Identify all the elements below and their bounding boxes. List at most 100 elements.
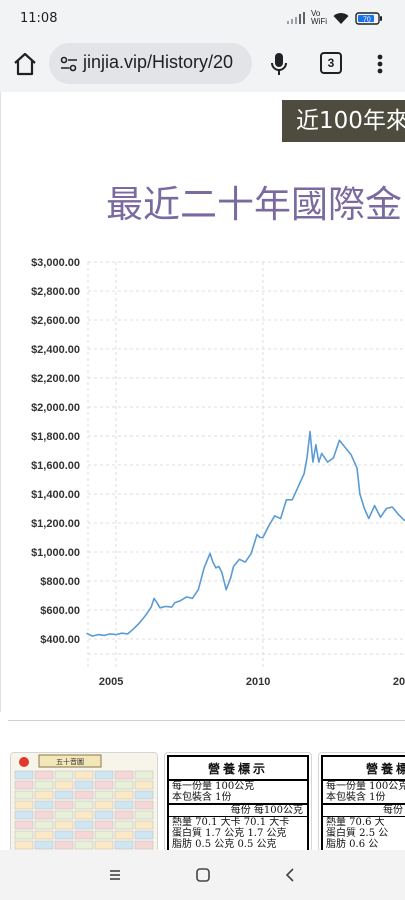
calendar-cell: [94, 790, 114, 800]
page-banner: 近100年來: [282, 100, 405, 142]
thumbnail-nutrition-2[interactable]: 營養標示 每一份量 100公克 本包裝含 1份 每份 熱量 70.6 大 蛋白質…: [318, 752, 405, 850]
calendar-cell: [14, 820, 34, 830]
calendar-cell: [74, 840, 94, 850]
calendar-cell: [114, 780, 134, 790]
calendar-cell: [74, 810, 94, 820]
calendar-cell: [14, 780, 34, 790]
signal-icon: [287, 12, 305, 24]
more-vert-icon[interactable]: [372, 50, 388, 78]
section-divider: [8, 720, 405, 721]
thumbnail-calendar[interactable]: 五十音圖: [10, 752, 158, 850]
calendar-cell: [34, 780, 54, 790]
calendar-cell: [34, 820, 54, 830]
calendar-cell: [54, 780, 74, 790]
calendar-cell: [74, 780, 94, 790]
battery-level: 70: [363, 16, 371, 23]
calendar-cell: [74, 820, 94, 830]
web-content[interactable]: 近100年來 最近二十年國際金 $3,000.00 $2,800.00 $2,600…: [0, 92, 405, 850]
calendar-cell: [94, 830, 114, 840]
calendar-cell: [134, 800, 154, 810]
x-tick-label: 2015: [393, 676, 405, 688]
battery-icon: 70: [355, 11, 382, 25]
nutrition-line: 本包裝含 1份: [323, 792, 405, 805]
nutrition-line: 熱量 70.6 大: [326, 817, 385, 828]
y-tick-label: $400.00: [40, 634, 80, 646]
y-tick-label: $800.00: [40, 576, 80, 588]
url-text[interactable]: jinjia.vip/History/20: [83, 52, 234, 72]
tab-switcher-button[interactable]: 3: [320, 52, 342, 74]
y-tick-label: $1,600.00: [31, 460, 80, 472]
back-icon[interactable]: [280, 864, 302, 886]
nutrition-label-box: 營養標示 每一份量 100公克 本包裝含 1份 每份 熱量 70.6 大 蛋白質…: [321, 755, 405, 850]
nutrition-label-box: 營養標示 每一份量 100公克 本包裝含 1份 每份 每100公克 熱量 70.…: [167, 755, 309, 850]
calendar-cell: [74, 800, 94, 810]
calendar-cell: [34, 810, 54, 820]
left-border: [0, 92, 1, 712]
wifi-icon: [333, 12, 349, 24]
price-series-line: [86, 430, 405, 637]
calendar-cell: [94, 780, 114, 790]
calendar-cell: [14, 770, 34, 780]
calendar-cell: [114, 800, 134, 810]
calendar-cell: [74, 790, 94, 800]
nutrition-line: 每一份量 100公克: [172, 781, 255, 792]
calendar-cell: [54, 840, 74, 850]
calendar-cell: [14, 800, 34, 810]
y-tick-label: $2,000.00: [31, 402, 80, 414]
nutrition-line: 每份: [323, 805, 405, 817]
nutrition-line: 熱量 70.1 大卡 70.1 大卡: [172, 817, 290, 828]
calendar-cell: [54, 800, 74, 810]
thumbnail-nutrition-1[interactable]: 營養標示 每一份量 100公克 本包裝含 1份 每份 每100公克 熱量 70.…: [164, 752, 312, 850]
x-tick-label: 2005: [99, 676, 123, 688]
calendar-chart-image: 五十音圖: [11, 753, 157, 850]
y-tick-label: $600.00: [40, 605, 80, 617]
calendar-cell: [54, 790, 74, 800]
calendar-cell: [114, 770, 134, 780]
url-bar[interactable]: jinjia.vip/History/20: [49, 43, 252, 84]
calendar-cell: [94, 800, 114, 810]
mic-icon[interactable]: [267, 50, 291, 78]
nutrition-title: 營養標示: [323, 757, 405, 781]
y-tick-label: $2,200.00: [31, 373, 80, 385]
y-tick-label: $1,800.00: [31, 431, 80, 443]
calendar-cell: [94, 820, 114, 830]
calendar-cell: [134, 820, 154, 830]
calendar-cell: [114, 830, 134, 840]
nutrition-line: 蛋白質 2.5 公: [326, 828, 389, 839]
home-icon[interactable]: [11, 50, 39, 78]
calendar-cell: [54, 770, 74, 780]
calendar-cell: [14, 810, 34, 820]
recents-icon[interactable]: [104, 864, 126, 886]
site-info-icon[interactable]: [59, 54, 79, 74]
calendar-cell: [34, 800, 54, 810]
calendar-cell: [54, 830, 74, 840]
y-tick-label: $1,400.00: [31, 489, 80, 501]
y-tick-label: $2,400.00: [31, 344, 80, 356]
calendar-cell: [74, 830, 94, 840]
nutrition-line: 脂肪 0.6 公: [326, 839, 379, 850]
y-tick-label: $2,800.00: [31, 286, 80, 298]
y-tick-label: $1,200.00: [31, 518, 80, 530]
calendar-cell: [134, 830, 154, 840]
nutrition-line: 每一份量 100公克: [326, 781, 405, 792]
calendar-cell: [74, 770, 94, 780]
calendar-cell: [114, 820, 134, 830]
x-tick-label: 2010: [246, 676, 270, 688]
calendar-cell: [54, 820, 74, 830]
calendar-cell: [34, 790, 54, 800]
home-circle-icon[interactable]: [192, 864, 214, 886]
calendar-cell: [134, 780, 154, 790]
nutrition-line: 每份 每100公克: [169, 805, 307, 817]
calendar-cell: [14, 790, 34, 800]
calendar-cell: [134, 810, 154, 820]
image-thumbnails: 五十音圖 營養標示 每一份量 100公克 本包裝含 1份 每份 每100公克 熱…: [10, 752, 405, 850]
calendar-cell: [94, 810, 114, 820]
calendar-cell: [114, 810, 134, 820]
y-tick-label: $3,000.00: [31, 257, 80, 269]
nutrition-title: 營養標示: [169, 757, 307, 781]
gold-price-chart: $3,000.00 $2,800.00 $2,600.00 $2,400.00 $2,2…: [31, 257, 405, 688]
status-time: 11:08: [20, 11, 58, 26]
calendar-cell: [94, 840, 114, 850]
browser-toolbar: jinjia.vip/History/20 3: [0, 36, 405, 92]
y-tick-label: $2,600.00: [31, 315, 80, 327]
